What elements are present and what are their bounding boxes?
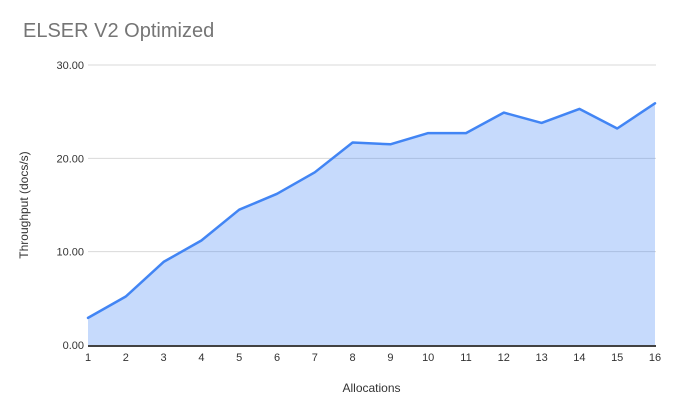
x-tick-label: 6 (274, 352, 280, 364)
x-tick-label: 16 (649, 352, 661, 364)
y-axis-tick-labels: 0.00 10.00 20.00 30.00 (56, 60, 84, 352)
y-tick-label: 10.00 (56, 247, 84, 259)
y-tick-label: 0.00 (63, 340, 84, 352)
x-tick-label: 2 (123, 352, 129, 364)
x-tick-label: 7 (312, 352, 318, 364)
y-tick-label: 20.00 (56, 153, 84, 165)
series-area-fill (88, 103, 655, 345)
x-tick-label: 10 (422, 352, 434, 364)
x-tick-label: 9 (387, 352, 393, 364)
x-tick-label: 15 (611, 352, 623, 364)
x-tick-label: 1 (85, 352, 91, 364)
chart-title: ELSER V2 Optimized (23, 20, 215, 42)
x-axis-tick-labels: 1 2 3 4 5 6 7 8 9 10 11 12 13 14 15 16 (85, 352, 661, 364)
x-axis-title: Allocations (342, 381, 401, 395)
x-tick-label: 4 (198, 352, 204, 364)
series-line (86, 102, 657, 320)
x-tick-label: 13 (535, 352, 547, 364)
x-tick-label: 14 (573, 352, 585, 364)
x-tick-label: 8 (350, 352, 356, 364)
x-tick-label: 12 (498, 352, 510, 364)
x-tick-label: 11 (460, 352, 471, 364)
x-tick-label: 5 (236, 352, 242, 364)
y-tick-label: 30.00 (56, 60, 84, 72)
x-tick-label: 3 (161, 352, 167, 364)
